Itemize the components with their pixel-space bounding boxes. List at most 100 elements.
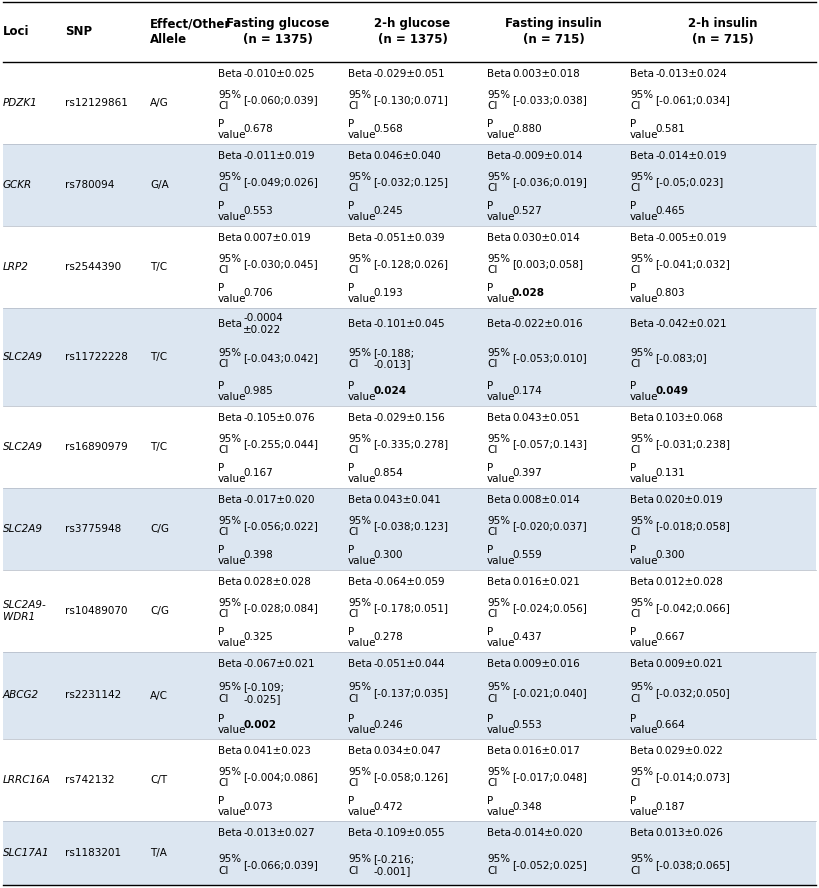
Text: [-0.038;0.065]: [-0.038;0.065] <box>655 860 730 870</box>
Text: Fasting glucose
(n = 1375): Fasting glucose (n = 1375) <box>226 18 330 46</box>
Text: P
value: P value <box>487 201 515 222</box>
Text: 0.568: 0.568 <box>373 124 403 134</box>
Text: Beta: Beta <box>218 828 242 838</box>
Text: Beta: Beta <box>487 659 511 669</box>
Text: Beta: Beta <box>218 659 242 669</box>
Text: [-0.053;0.010]: [-0.053;0.010] <box>512 353 586 363</box>
Text: C/G: C/G <box>150 606 169 616</box>
Text: Beta: Beta <box>348 828 372 838</box>
Text: Beta: Beta <box>218 577 242 587</box>
Text: -0.051±0.039: -0.051±0.039 <box>373 233 445 243</box>
Text: 95%
CI: 95% CI <box>218 516 241 537</box>
Text: Beta: Beta <box>630 746 654 756</box>
Text: 0.028±0.028: 0.028±0.028 <box>243 577 311 587</box>
Text: 95%
CI: 95% CI <box>218 682 241 704</box>
Text: Beta: Beta <box>218 319 242 329</box>
Bar <box>3 62 816 144</box>
Bar <box>3 739 816 821</box>
Text: Beta: Beta <box>348 151 372 161</box>
Text: 0.008±0.014: 0.008±0.014 <box>512 495 580 505</box>
Text: Beta: Beta <box>487 151 511 161</box>
Text: Beta: Beta <box>218 495 242 505</box>
Text: P
value: P value <box>218 381 247 402</box>
Text: Beta: Beta <box>630 659 654 669</box>
Text: GCKR: GCKR <box>3 180 32 190</box>
Text: P
value: P value <box>348 201 377 222</box>
Text: [-0.056;0.022]: [-0.056;0.022] <box>243 521 318 532</box>
Bar <box>3 226 816 308</box>
Text: [-0.128;0.026]: [-0.128;0.026] <box>373 259 448 269</box>
Text: -0.011±0.019: -0.011±0.019 <box>243 151 314 161</box>
Text: -0.051±0.044: -0.051±0.044 <box>373 659 445 669</box>
Text: Beta: Beta <box>348 69 372 79</box>
Text: 95%
CI: 95% CI <box>348 433 371 456</box>
Text: Beta: Beta <box>348 413 372 423</box>
Text: rs742132: rs742132 <box>65 775 115 785</box>
Text: P
value: P value <box>630 282 658 305</box>
Text: P
value: P value <box>348 282 377 305</box>
Text: 95%
CI: 95% CI <box>487 171 510 194</box>
Text: SLC2A9-
WDR1: SLC2A9- WDR1 <box>3 600 47 622</box>
Text: [-0.049;0.026]: [-0.049;0.026] <box>243 178 318 187</box>
Text: A/C: A/C <box>150 691 168 701</box>
Text: 95%
CI: 95% CI <box>348 682 371 704</box>
Text: Beta: Beta <box>218 233 242 243</box>
Text: -0.064±0.059: -0.064±0.059 <box>373 577 445 587</box>
Text: rs16890979: rs16890979 <box>65 442 128 452</box>
Text: -0.109±0.055: -0.109±0.055 <box>373 828 445 838</box>
Text: 0.880: 0.880 <box>512 124 541 134</box>
Text: P
value: P value <box>348 796 377 817</box>
Text: 95%
CI: 95% CI <box>487 90 510 111</box>
Text: -0.029±0.051: -0.029±0.051 <box>373 69 445 79</box>
Text: 0.167: 0.167 <box>243 469 273 479</box>
Text: Beta: Beta <box>218 413 242 423</box>
Text: -0.042±0.021: -0.042±0.021 <box>655 319 726 329</box>
Text: [-0.137;0.035]: [-0.137;0.035] <box>373 688 448 698</box>
Text: [-0.066;0.039]: [-0.066;0.039] <box>243 860 318 870</box>
Text: 0.073: 0.073 <box>243 802 273 812</box>
Text: SLC2A9: SLC2A9 <box>3 442 43 452</box>
Text: 0.049: 0.049 <box>655 386 688 397</box>
Text: [-0.188;
-0.013]: [-0.188; -0.013] <box>373 348 414 369</box>
Text: Beta: Beta <box>630 69 654 79</box>
Text: 0.009±0.016: 0.009±0.016 <box>512 659 580 669</box>
Text: 95%
CI: 95% CI <box>218 598 241 619</box>
Text: P
value: P value <box>348 544 377 567</box>
Text: rs3775948: rs3775948 <box>65 524 121 534</box>
Text: P
value: P value <box>487 544 515 567</box>
Text: [-0.024;0.056]: [-0.024;0.056] <box>512 604 587 614</box>
Text: rs2231142: rs2231142 <box>65 691 121 701</box>
Text: 0.041±0.023: 0.041±0.023 <box>243 746 311 756</box>
Text: 2-h insulin
(n = 715): 2-h insulin (n = 715) <box>688 18 758 46</box>
Text: [-0.05;0.023]: [-0.05;0.023] <box>655 178 723 187</box>
Text: 95%
CI: 95% CI <box>487 766 510 789</box>
Text: 0.174: 0.174 <box>512 386 541 397</box>
Text: 0.028: 0.028 <box>512 289 545 298</box>
Text: 0.013±0.026: 0.013±0.026 <box>655 828 723 838</box>
Text: Beta: Beta <box>348 495 372 505</box>
Text: P
value: P value <box>630 381 658 402</box>
Text: 0.103±0.068: 0.103±0.068 <box>655 413 723 423</box>
Text: 95%
CI: 95% CI <box>630 516 653 537</box>
Text: 95%
CI: 95% CI <box>630 598 653 619</box>
Text: 0.030±0.014: 0.030±0.014 <box>512 233 580 243</box>
Text: Beta: Beta <box>487 577 511 587</box>
Text: 0.803: 0.803 <box>655 289 685 298</box>
Text: 0.193: 0.193 <box>373 289 403 298</box>
Text: [-0.042;0.066]: [-0.042;0.066] <box>655 604 730 614</box>
Text: Beta: Beta <box>487 495 511 505</box>
Text: 0.020±0.019: 0.020±0.019 <box>655 495 722 505</box>
Text: 95%
CI: 95% CI <box>218 90 241 111</box>
Text: [-0.028;0.084]: [-0.028;0.084] <box>243 604 318 614</box>
Text: Loci: Loci <box>3 26 29 38</box>
Text: [-0.017;0.048]: [-0.017;0.048] <box>512 773 587 782</box>
Text: Beta: Beta <box>630 413 654 423</box>
Text: rs11722228: rs11722228 <box>65 352 128 362</box>
Text: 0.854: 0.854 <box>373 469 403 479</box>
Text: [-0.058;0.126]: [-0.058;0.126] <box>373 773 448 782</box>
Text: 0.472: 0.472 <box>373 802 403 812</box>
Text: Beta: Beta <box>630 495 654 505</box>
Text: [-0.109;
-0.025]: [-0.109; -0.025] <box>243 682 284 704</box>
Text: Beta: Beta <box>630 319 654 329</box>
Text: [-0.216;
-0.001]: [-0.216; -0.001] <box>373 854 414 876</box>
